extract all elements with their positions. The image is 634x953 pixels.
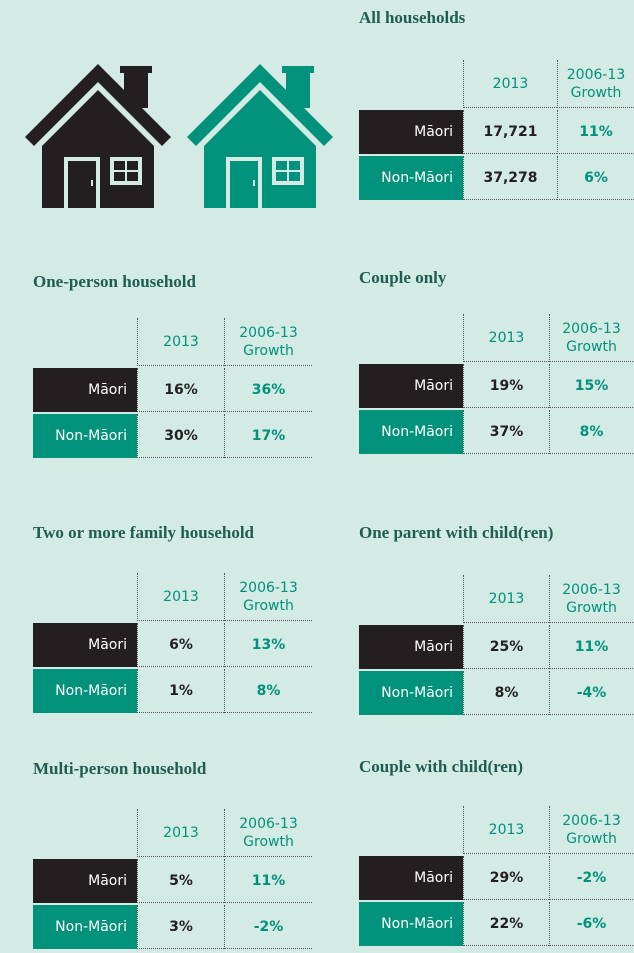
row-label: Māori [359, 856, 463, 900]
column-header: 2006-13 Growth [549, 806, 633, 854]
value-growth: -6% [549, 902, 633, 946]
row-label: Māori [33, 368, 137, 412]
section-title: Two or more family household [33, 523, 255, 542]
value-growth: -2% [224, 905, 312, 949]
row-label: Māori [359, 625, 463, 669]
section-title: Couple only [359, 268, 447, 287]
value-growth: 13% [224, 623, 312, 667]
row-label: Non-Māori [33, 905, 137, 949]
value-2013: 30% [137, 414, 224, 458]
column-header: 2006-13 Growth [549, 314, 633, 362]
column-header: 2006-13 Growth [224, 318, 312, 366]
value-2013: 1% [137, 669, 224, 713]
value-growth: 17% [224, 414, 312, 458]
section-title: Couple with child(ren) [359, 757, 524, 776]
value-growth: -2% [549, 856, 633, 900]
value-2013: 17,721 [463, 110, 557, 154]
value-2013: 16% [137, 368, 224, 412]
column-header: 2013 [463, 314, 549, 362]
section-title: One-person household [33, 272, 196, 291]
column-header: 2006-13 Growth [224, 573, 312, 621]
value-2013: 6% [137, 623, 224, 667]
column-header: 2013 [137, 573, 224, 621]
row-label: Māori [359, 110, 463, 154]
column-header: 2006-13 Growth [549, 575, 633, 623]
row-label: Non-Māori [359, 410, 463, 454]
value-growth: 36% [224, 368, 312, 412]
row-label: Māori [33, 859, 137, 903]
row-label: Non-Māori [359, 902, 463, 946]
section-title: One parent with child(ren) [359, 523, 554, 542]
section-title: All households [359, 8, 466, 27]
houses-icon [25, 64, 333, 208]
value-growth: -4% [549, 671, 633, 715]
column-header: 2006-13 Growth [224, 809, 312, 857]
value-growth: 11% [549, 625, 633, 669]
value-2013: 37% [463, 410, 549, 454]
column-header: 2013 [463, 60, 557, 108]
row-label: Non-Māori [33, 414, 137, 458]
column-header: 2013 [463, 806, 549, 854]
row-label: Non-Māori [33, 669, 137, 713]
column-header: 2013 [137, 318, 224, 366]
value-growth: 11% [224, 859, 312, 903]
row-label: Māori [33, 623, 137, 667]
value-growth: 11% [557, 110, 634, 154]
value-growth: 15% [549, 364, 633, 408]
value-2013: 25% [463, 625, 549, 669]
column-header: 2006-13 Growth [557, 60, 634, 108]
value-2013: 29% [463, 856, 549, 900]
value-growth: 6% [557, 156, 634, 200]
row-label: Māori [359, 364, 463, 408]
column-header: 2013 [463, 575, 549, 623]
value-growth: 8% [549, 410, 633, 454]
value-2013: 3% [137, 905, 224, 949]
value-2013: 5% [137, 859, 224, 903]
value-2013: 8% [463, 671, 549, 715]
row-label: Non-Māori [359, 156, 463, 200]
value-2013: 19% [463, 364, 549, 408]
value-2013: 22% [463, 902, 549, 946]
column-header: 2013 [137, 809, 224, 857]
section-title: Multi-person household [33, 759, 207, 778]
value-growth: 8% [224, 669, 312, 713]
row-label: Non-Māori [359, 671, 463, 715]
value-2013: 37,278 [463, 156, 557, 200]
